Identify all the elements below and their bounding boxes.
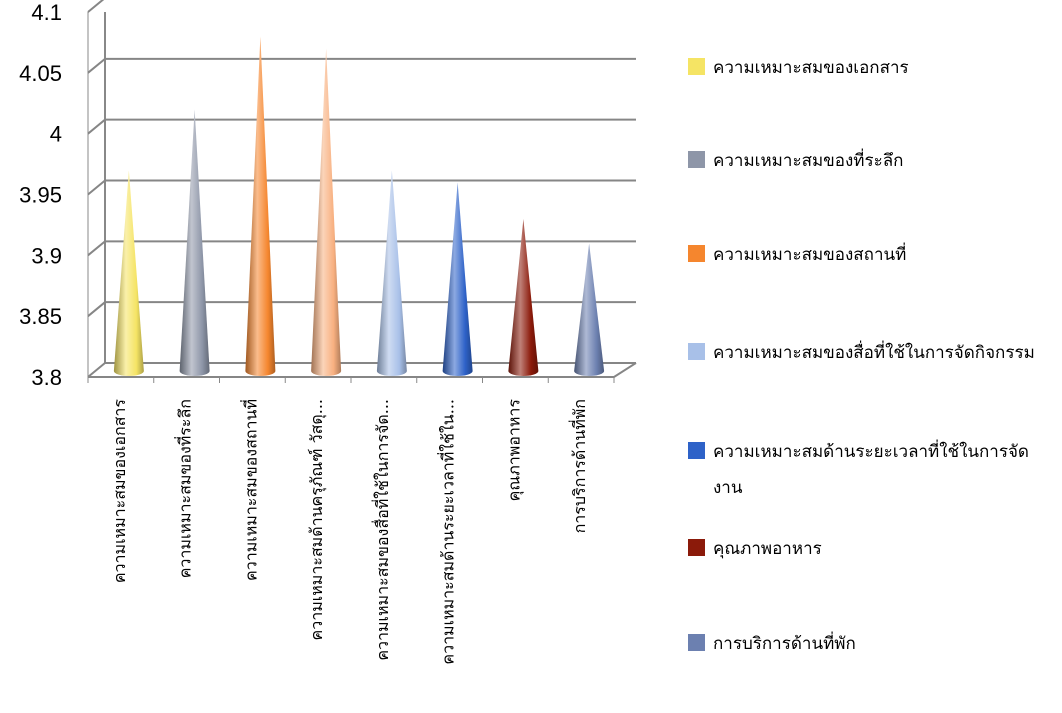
gridline <box>87 0 105 13</box>
legend-label: คุณภาพอาหาร <box>713 539 822 559</box>
legend-item: ความเหมาะสมของสื่อที่ใช้ในการจัดกิจกรรม <box>688 335 1058 371</box>
y-axis: 3.8 3.85 3.9 3.95 4 4.05 4.1 <box>19 0 62 390</box>
x-axis: ความเหมาะสมของเอกสาร ความเหมาะสมของที่ระล… <box>110 399 589 665</box>
legend-item: ความเหมาะสมของสถานที่ <box>688 237 1058 273</box>
legend-swatch <box>688 442 705 459</box>
cone-bar <box>508 219 539 377</box>
legend-label: การบริการด้านที่พัก <box>713 634 856 654</box>
cone-bar <box>179 109 210 377</box>
legend-swatch <box>688 58 705 75</box>
cone-bar <box>574 243 605 377</box>
legend-swatch <box>688 151 705 168</box>
cone-bar <box>245 36 276 377</box>
legend-label: ความเหมาะสมของสื่อที่ใช้ในการจัดกิจกรรม <box>713 343 1035 363</box>
x-tick-label: ความเหมาะสมของที่ระลึก <box>174 399 195 578</box>
cone-bar <box>311 48 342 377</box>
chart-grid <box>87 0 637 383</box>
cone-bar <box>113 170 144 377</box>
legend-swatch <box>688 245 705 262</box>
legend-item: คุณภาพอาหาร <box>688 531 1058 567</box>
x-tick-label: การบริการด้านที่พัก <box>568 399 589 533</box>
legend-swatch <box>688 634 705 651</box>
x-tick-label: ความเหมาะสมด้านระยะเวลาที่ใช้ใน... <box>437 399 458 665</box>
y-tick-label: 4 <box>50 122 62 147</box>
x-tick-label: ความเหมาะสมของสถานที่ <box>239 399 260 581</box>
legend-item: ความเหมาะสมของที่ระลึก <box>688 143 1058 179</box>
y-tick-label: 4.05 <box>19 61 62 86</box>
cone-chart: 3.8 3.85 3.9 3.95 4 4.05 4.1 ความเหมาะสมของเอก… <box>19 0 637 665</box>
gridline <box>87 179 636 196</box>
y-tick-label: 3.8 <box>31 365 62 390</box>
gridline <box>87 301 636 317</box>
x-tick-label: ความเหมาะสมของสื่อที่ใช้ในการจัด... <box>371 399 392 661</box>
cone-bar <box>442 182 473 377</box>
legend-label: ความเหมาะสมของสถานที่ <box>713 245 907 265</box>
gridline <box>87 118 636 135</box>
gridline <box>87 57 636 74</box>
x-tick-label: คุณภาพอาหาร <box>504 399 524 502</box>
y-tick-label: 3.9 <box>31 243 62 268</box>
legend-swatch <box>688 539 705 556</box>
legend-swatch <box>688 343 705 360</box>
gridline <box>87 362 636 378</box>
legend-label: ความเหมาะสมของที่ระลึก <box>713 151 904 171</box>
chart-cones <box>113 36 605 377</box>
legend-item: การบริการด้านที่พัก <box>688 626 1058 662</box>
legend-item: ความเหมาะสมด้านระยะเวลาที่ใช้ในการจัดงาน <box>688 434 1058 506</box>
y-tick-label: 3.95 <box>19 183 62 208</box>
y-tick-label: 3.85 <box>19 304 62 329</box>
legend-item: ความเหมาะสมของเอกสาร <box>688 50 1058 86</box>
floor-edge <box>88 362 637 378</box>
x-tick-label: ความเหมาะสมของเอกสาร <box>110 399 129 584</box>
y-tick-label: 4.1 <box>31 0 62 25</box>
legend-label: ความเหมาะสมด้านระยะเวลาที่ใช้ในการจัดงาน <box>713 442 1029 498</box>
cone-bar <box>376 170 407 377</box>
gridline <box>87 240 636 257</box>
legend-label: ความเหมาะสมของเอกสาร <box>713 58 909 78</box>
x-tick-label: ความเหมาะสมด้านครุภัณฑ์ วัสดุ... <box>307 399 327 640</box>
